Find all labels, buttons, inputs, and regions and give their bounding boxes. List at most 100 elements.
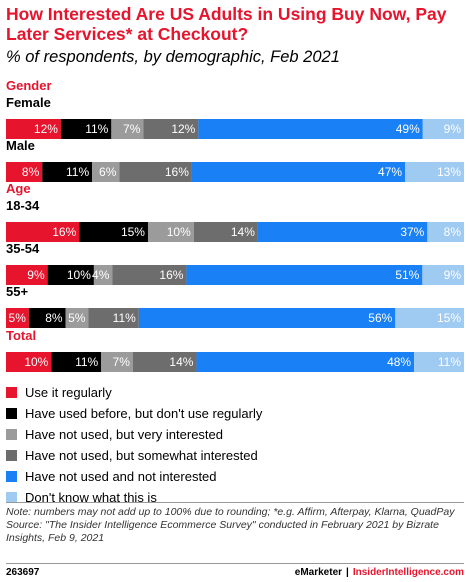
data-label: 47% — [378, 165, 402, 179]
bar-segment — [196, 352, 415, 372]
data-label: 10% — [67, 268, 91, 282]
data-label: 14% — [231, 225, 255, 239]
bar-segment — [92, 162, 120, 182]
bar-segment — [88, 308, 139, 328]
bar-segment — [47, 265, 94, 285]
data-label: 7% — [113, 355, 131, 369]
legend-swatch — [6, 471, 17, 482]
note-text: Note: numbers may not add up to 100% due… — [6, 506, 455, 518]
legend-item: Have not used, but very interested — [6, 424, 262, 445]
data-label: 12% — [34, 122, 58, 136]
legend-item: Have used before, but don't use regularl… — [6, 403, 262, 424]
data-label: 10% — [167, 225, 191, 239]
data-label: 11% — [66, 165, 89, 179]
footer: 263697 eMarketer | InsiderIntelligence.com — [6, 566, 464, 580]
bar-segment — [112, 265, 187, 285]
data-label: 8% — [444, 225, 462, 239]
bar-segment — [405, 162, 464, 182]
legend-item: Have not used and not interested — [6, 466, 262, 487]
group-label: Gender — [6, 78, 52, 93]
legend-swatch — [6, 450, 17, 461]
legend-item: Have not used, but somewhat interested — [6, 445, 262, 466]
legend-label: Use it regularly — [25, 385, 112, 400]
brand: eMarketer | InsiderIntelligence.com — [295, 566, 464, 580]
bar-segment — [6, 222, 80, 242]
bar-segment — [191, 162, 406, 182]
bar-segment — [257, 222, 428, 242]
legend-label: Have not used, but very interested — [25, 427, 224, 442]
legend-label: Don't know what this is — [25, 490, 157, 505]
legend-label: Have not used, but somewhat interested — [25, 448, 258, 463]
bar-segment — [60, 119, 112, 139]
bar-segment — [422, 119, 464, 139]
data-label: 13% — [437, 165, 461, 179]
chart-legend: Use it regularly Have used before, but do… — [6, 382, 262, 508]
data-label: 16% — [52, 225, 76, 239]
data-label: 8% — [22, 165, 40, 179]
divider — [6, 502, 464, 503]
bar-segment — [6, 265, 48, 285]
row-label: Female — [6, 95, 51, 110]
data-label: 7% — [123, 122, 141, 136]
data-label: 11% — [438, 355, 461, 369]
row-label: 55+ — [6, 284, 28, 299]
bar-segment — [51, 352, 102, 372]
chart-notes: Note: numbers may not add up to 100% due… — [6, 506, 464, 545]
bar-segment — [132, 352, 197, 372]
data-label: 15% — [437, 311, 461, 325]
brand-emarketer: eMarketer — [294, 567, 343, 578]
stacked-bar-chart: Gender Female 12% 11% 7% 12% 49% 9% Male 8% 11% 6% 1… — [6, 78, 464, 372]
footer-divider — [6, 563, 464, 564]
bar-segment — [101, 352, 133, 372]
bar-segment — [414, 352, 464, 372]
bar-segment — [6, 352, 52, 372]
data-label: 11% — [85, 122, 108, 136]
legend-label: Have used before, but don't use regularl… — [25, 406, 263, 421]
bar-segment — [193, 222, 258, 242]
bar-segment — [427, 222, 464, 242]
data-label: 51% — [395, 268, 419, 282]
data-label: 11% — [75, 355, 98, 369]
legend-swatch — [6, 408, 17, 419]
bar-segment — [111, 119, 144, 139]
legend-label: Have not used and not interested — [25, 469, 217, 484]
bar-segment — [138, 308, 396, 328]
legend-swatch — [6, 429, 17, 440]
bar-segment — [147, 222, 194, 242]
bar-segment — [395, 308, 464, 328]
bar-segment — [79, 222, 148, 242]
group-label: Age — [6, 181, 31, 196]
bar-segment — [119, 162, 192, 182]
data-label: 4% — [92, 268, 110, 282]
bar-segment — [198, 119, 423, 139]
source-text: Source: "The Insider Intelligence Ecomme… — [6, 519, 439, 544]
data-label: 5% — [68, 311, 86, 325]
data-label: 56% — [368, 311, 392, 325]
bar-segment — [93, 265, 113, 285]
chart-title: How Interested Are US Adults in Using Bu… — [6, 4, 447, 44]
bar-segment — [422, 265, 464, 285]
legend-swatch — [6, 387, 17, 398]
data-label: 5% — [9, 311, 27, 325]
brand-insider-intelligence[interactable]: InsiderIntelligence.com — [352, 567, 464, 578]
bar-segment — [65, 308, 89, 328]
chart-id: 263697 — [6, 567, 40, 578]
bar-segment — [6, 162, 43, 182]
brand-separator: | — [346, 567, 349, 578]
bar-segment — [143, 119, 199, 139]
data-label: 9% — [444, 122, 462, 136]
data-label: 49% — [396, 122, 420, 136]
data-label: 16% — [165, 165, 189, 179]
data-label: 6% — [99, 165, 117, 179]
data-label: 9% — [444, 268, 462, 282]
data-label: 11% — [113, 311, 136, 325]
legend-swatch — [6, 492, 17, 503]
data-label: 14% — [169, 355, 193, 369]
data-label: 9% — [27, 268, 45, 282]
bar-segment — [6, 119, 61, 139]
data-label: 48% — [387, 355, 411, 369]
data-label: 8% — [45, 311, 63, 325]
legend-item: Use it regularly — [6, 382, 262, 403]
bar-segment — [6, 308, 29, 328]
row-label: Male — [6, 138, 35, 153]
